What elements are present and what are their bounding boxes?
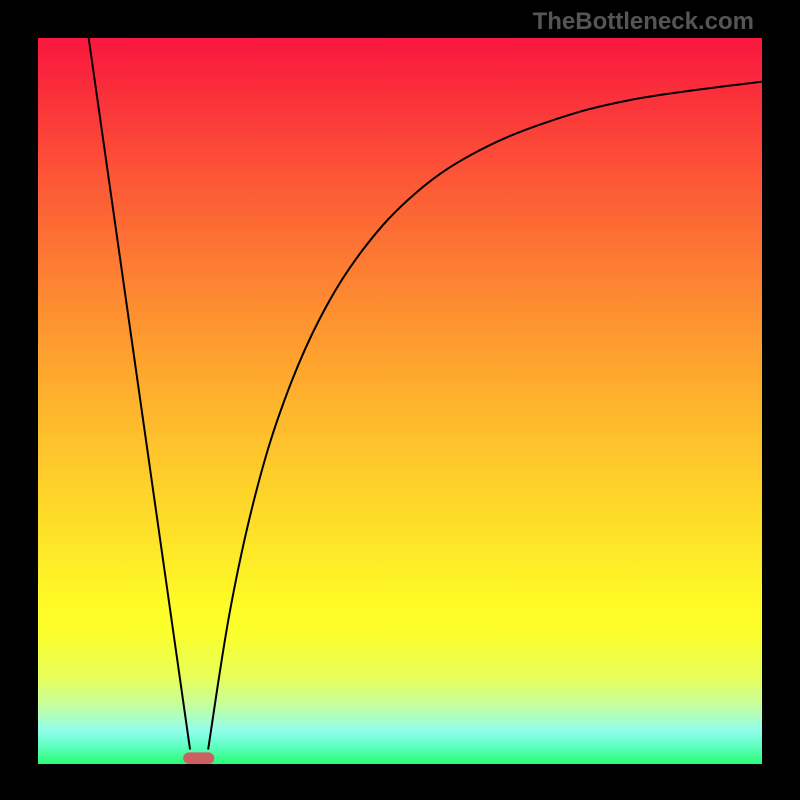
chart-frame: TheBottleneck.com xyxy=(0,0,800,800)
optimal-marker-pill xyxy=(183,752,214,764)
plot-area xyxy=(38,38,762,764)
watermark-text: TheBottleneck.com xyxy=(533,8,754,36)
optimal-marker-icon xyxy=(38,38,762,764)
